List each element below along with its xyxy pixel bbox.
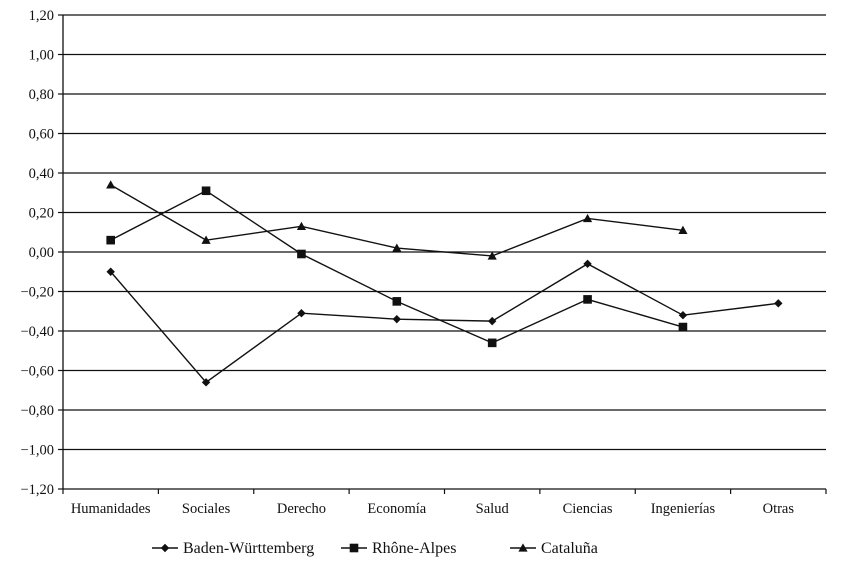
data-point-square [201,186,211,196]
y-tick-label: −0,60 [20,364,54,380]
x-tick-label: Humanidades [71,501,151,517]
data-point-diamond [106,267,115,276]
data-point-diamond [392,314,402,324]
data-point-diamond [774,299,783,308]
data-point-square [392,297,402,306]
y-tick-label: 1,20 [29,8,54,24]
y-tick-label: −0,80 [20,403,54,419]
data-point-diamond [201,378,211,387]
y-tick-label: −1,00 [20,443,54,459]
x-tick-label: Ciencias [563,501,613,517]
legend-marker-square [349,543,359,553]
y-tick-label: 0,60 [29,127,54,143]
x-tick-label: Sociales [182,501,231,517]
y-tick-label: 0,20 [29,206,54,222]
y-tick-label: −0,40 [20,324,54,340]
data-point-triangle [582,213,593,223]
data-point-square [487,338,497,348]
data-point-triangle [487,251,497,260]
x-tick-label: Salud [476,501,510,517]
y-tick-label: −1,20 [20,482,54,498]
data-point-diamond [297,309,306,318]
data-point-square [297,249,306,259]
y-tick-label: 0,80 [29,87,54,103]
legend-label: Cataluña [541,540,598,557]
data-point-diamond [678,311,688,320]
x-tick-label: Ingenierías [651,501,716,517]
legend-label: Rhône-Alpes [372,540,456,557]
series-line-1 [110,263,779,384]
data-point-triangle [678,225,688,234]
x-tick-label: Derecho [277,501,326,517]
data-point-square [678,322,688,332]
legend-label: Baden-Württemberg [183,540,314,557]
data-point-triangle [296,221,307,231]
data-point-diamond [487,316,497,326]
y-tick-label: 0,00 [29,245,54,261]
data-point-diamond [583,259,592,269]
data-point-triangle [392,243,402,252]
x-tick-label: Otras [763,501,795,517]
y-tick-label: 1,00 [29,48,54,64]
data-point-triangle [106,180,116,189]
legend-marker-diamond [160,543,170,553]
legend-marker-triangle [518,543,528,552]
data-point-triangle [201,235,211,244]
x-tick-label: Economía [367,501,426,517]
y-tick-label: 0,40 [29,166,54,182]
data-point-square [106,235,115,245]
y-tick-label: −0,20 [20,285,54,301]
data-point-square [583,295,592,304]
